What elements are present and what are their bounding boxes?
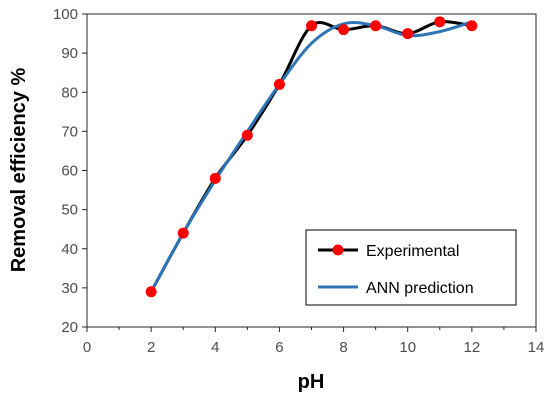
x-tick-label: 4	[211, 339, 219, 356]
data-point	[145, 286, 157, 298]
x-tick-label: 2	[147, 339, 155, 356]
experimental-markers	[145, 16, 478, 298]
x-tick-label: 12	[464, 339, 481, 356]
y-tick-label: 30	[61, 280, 78, 297]
x-tick-label: 10	[399, 339, 416, 356]
data-point	[402, 28, 414, 40]
y-tick-label: 60	[61, 163, 78, 180]
legend-marker-experimental	[332, 244, 344, 256]
data-point	[306, 20, 317, 32]
x-tick-label: 14	[528, 339, 545, 356]
data-point	[370, 20, 382, 32]
x-tick-label: 6	[275, 339, 283, 356]
data-point	[209, 172, 221, 184]
y-axis-title: Removal efficiency %	[8, 68, 30, 273]
y-tick-label: 40	[61, 241, 78, 258]
data-point	[177, 227, 189, 239]
data-point	[338, 24, 350, 36]
y-tick-label: 70	[61, 123, 78, 140]
data-point	[466, 20, 478, 32]
x-axis-title: pH	[298, 371, 325, 393]
legend-box	[305, 229, 517, 306]
y-tick-label: 90	[61, 45, 78, 62]
y-tick-label: 20	[61, 319, 78, 336]
y-tick-label: 100	[53, 6, 78, 23]
data-point	[241, 129, 253, 141]
legend-label-experimental: Experimental	[366, 243, 459, 260]
x-tick-label: 0	[83, 339, 91, 356]
legend-label-ann: ANN prediction	[366, 280, 474, 297]
data-point	[273, 78, 285, 90]
y-tick-label: 80	[61, 84, 78, 101]
data-point	[434, 16, 446, 28]
y-tick-label: 50	[61, 202, 78, 219]
series-line-ann-prediction	[149, 20, 473, 293]
axis-ticks: 0 2 4 6 8 10 12 14 20 30 40 50 60 70 80 90 100	[53, 6, 544, 356]
legend: Experimental ANN prediction	[305, 229, 517, 306]
x-tick-label: 8	[339, 339, 347, 356]
